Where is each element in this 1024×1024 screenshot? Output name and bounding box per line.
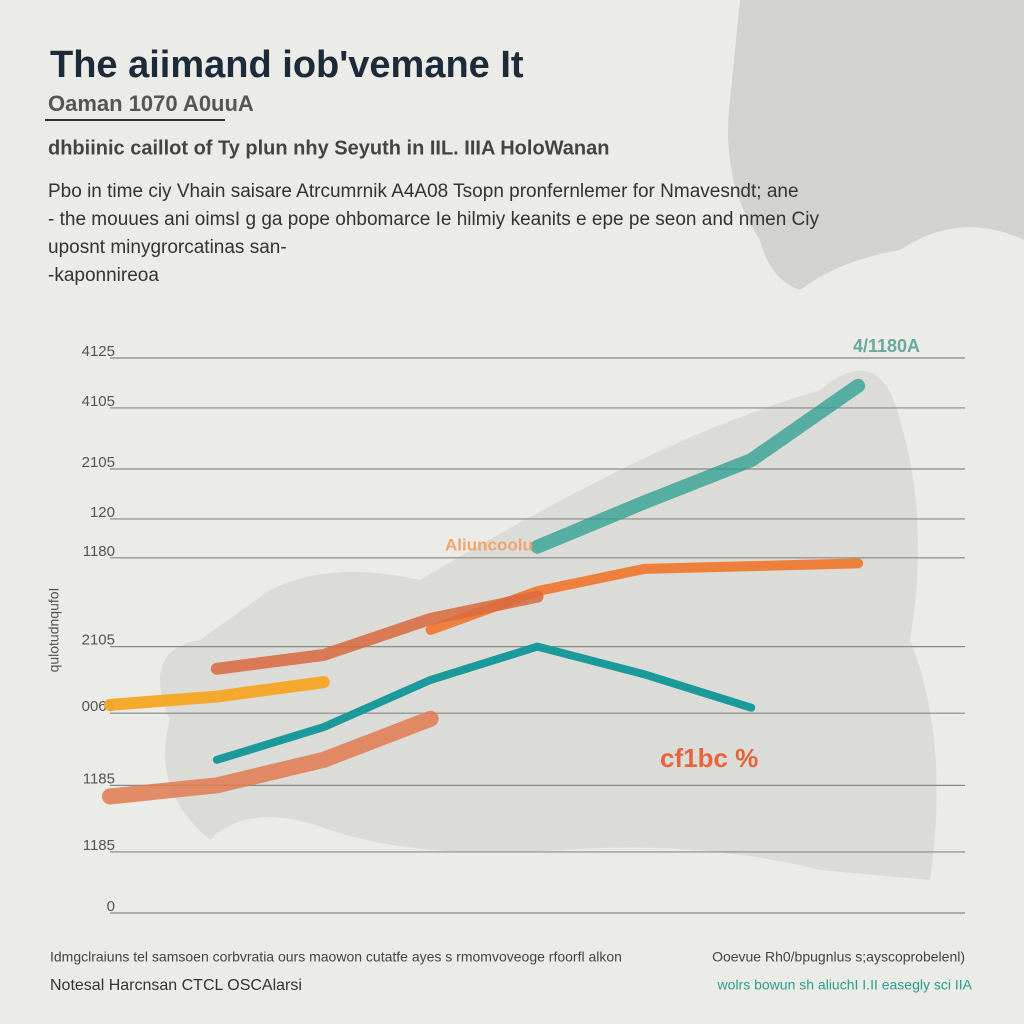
kicker: dhbiinic caillot of Ty plun nhy Seyuth i…	[48, 137, 609, 159]
paragraph: Pbo in time ciy Vhain saisare Atrcumrnik…	[48, 181, 820, 286]
line-series	[530, 378, 866, 554]
y-tick-label: 1185	[83, 837, 115, 854]
y-tick-label: 4105	[82, 393, 115, 410]
paragraph-line: Pbo in time ciy Vhain saisare Atrcumrnik…	[48, 181, 799, 202]
footer-text: Notesal Harcnsan CTCL OSCAlarsi	[50, 977, 302, 994]
footer-text: Ooevue Rh0/bpugnlus s;ayscoprobelenl)	[712, 949, 965, 965]
plot: 412541052105120118021050065118511850qulo…	[46, 336, 965, 915]
subtitle: Oaman 1070 A0uuA	[48, 91, 254, 116]
footer-text: wolrs bowun sh aliuchI I.II easegly sci …	[717, 977, 973, 993]
line-series	[212, 642, 756, 764]
annotation: 4/1180A	[853, 336, 920, 356]
line-series	[104, 676, 330, 711]
y-tick-label: 1185	[83, 770, 115, 787]
y-tick-label: 0	[107, 898, 115, 915]
paragraph-line: -kaponnireoa	[48, 265, 159, 286]
map-shape	[728, 0, 1024, 290]
y-axis-label: qulotudnqufoI	[46, 588, 62, 673]
annotation: Aliuncoolu	[445, 535, 533, 554]
y-tick-label: 2105	[82, 632, 115, 649]
title: The aiimand iob'vemane It	[50, 44, 524, 86]
footer-text: Idmgclraiuns tel samsoen corbvratia ours…	[50, 949, 622, 965]
y-tick-label: 1180	[83, 543, 115, 560]
annotation: cf1bc %	[660, 743, 758, 773]
line-series	[102, 710, 439, 805]
y-tick-label: 4125	[82, 343, 115, 360]
paragraph-line: uposnt minygrorcatinas san-	[48, 237, 287, 258]
y-tick-label: 120	[90, 504, 115, 521]
paragraph-line: - the mouues ani oimsI g ga pope ohbomar…	[48, 209, 820, 230]
y-tick-label: 2105	[82, 454, 115, 471]
line-series	[210, 590, 544, 675]
